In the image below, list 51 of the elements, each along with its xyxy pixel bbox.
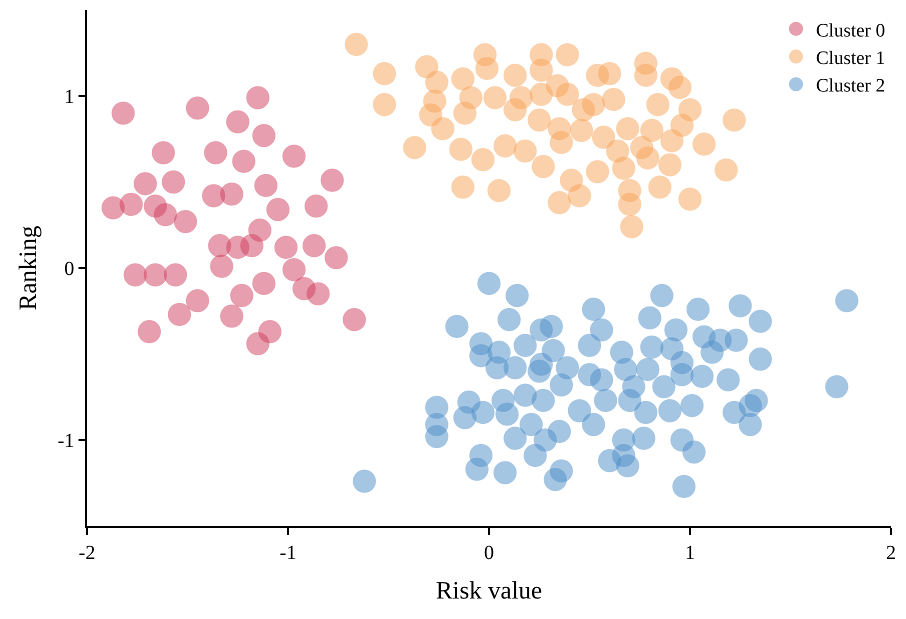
point	[112, 102, 135, 125]
point	[246, 332, 270, 356]
x-tick-label: 2	[886, 542, 896, 564]
point	[252, 124, 276, 148]
point	[306, 282, 330, 306]
point	[252, 272, 276, 296]
legend-label: Cluster 1	[816, 48, 886, 69]
point	[210, 254, 234, 278]
x-tick-label: 0	[484, 542, 494, 564]
x-axis-title: Risk value	[436, 577, 542, 604]
point	[282, 144, 306, 168]
y-tick-label: 0	[64, 258, 74, 280]
point	[342, 308, 366, 332]
x-tick-label: -2	[78, 542, 96, 564]
point	[154, 203, 177, 226]
y-axis-title: Ranking	[14, 225, 42, 310]
point	[302, 234, 326, 258]
point	[102, 196, 125, 220]
point	[230, 284, 254, 308]
point	[282, 258, 306, 282]
point	[152, 141, 175, 164]
point	[144, 263, 167, 286]
point	[266, 198, 290, 222]
y-tick-label: 1	[64, 86, 74, 108]
point	[138, 320, 161, 344]
point	[220, 182, 244, 206]
point	[124, 263, 147, 286]
point	[304, 194, 328, 218]
point	[134, 172, 157, 196]
point	[324, 246, 348, 270]
point	[204, 141, 228, 164]
point	[186, 289, 210, 312]
point	[274, 236, 298, 259]
point	[186, 96, 210, 120]
point	[120, 192, 143, 216]
y-tick-label: -1	[58, 430, 74, 452]
point	[164, 263, 188, 286]
point	[220, 304, 244, 328]
point	[232, 150, 256, 173]
point	[254, 174, 278, 198]
x-tick-label: -1	[280, 542, 296, 564]
x-tick-label: 1	[685, 542, 695, 564]
point	[240, 234, 264, 258]
legend-label: Cluster 2	[816, 76, 886, 97]
point	[246, 86, 270, 110]
legend-label: Cluster 0	[816, 20, 886, 42]
point	[226, 110, 250, 134]
point	[320, 168, 344, 192]
point	[168, 302, 192, 326]
point	[174, 210, 198, 234]
point	[162, 170, 186, 194]
